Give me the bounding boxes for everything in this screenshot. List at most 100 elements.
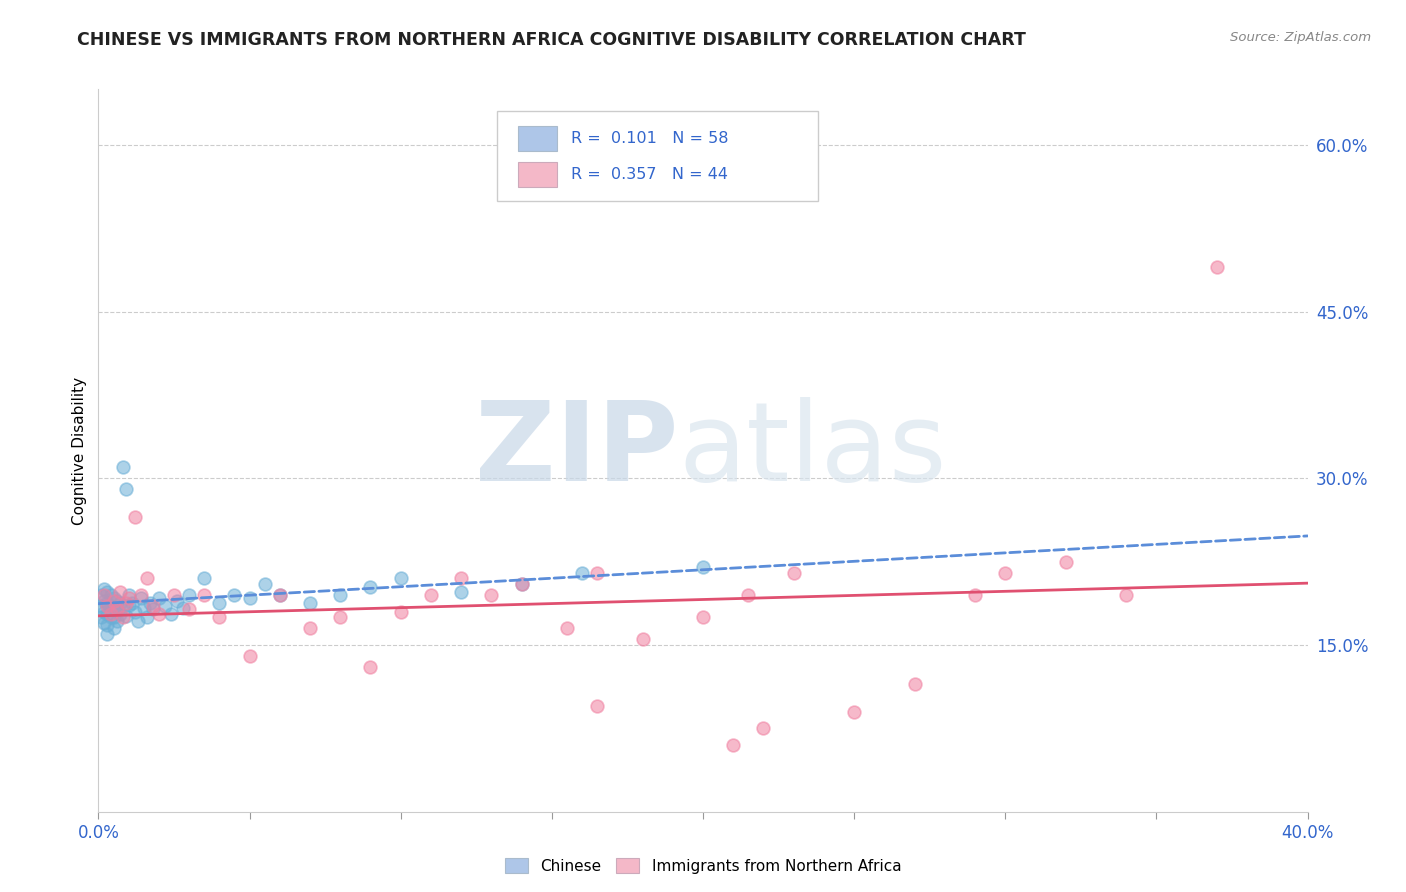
Point (93, 582, 115, 597)
Point (269, 588, 291, 602)
Point (100, 588, 122, 602)
Point (93, 615, 115, 630)
Point (1115, 588, 1137, 602)
Point (139, 596, 162, 610)
Point (179, 602, 201, 616)
Point (208, 596, 231, 610)
Point (105, 602, 128, 616)
Point (100, 607, 122, 621)
Point (153, 599, 176, 613)
Point (93, 593, 115, 607)
FancyBboxPatch shape (517, 126, 557, 151)
Point (193, 588, 215, 602)
Point (299, 621, 322, 635)
FancyBboxPatch shape (498, 111, 818, 202)
Point (723, 738, 745, 752)
Point (129, 588, 152, 602)
Point (737, 588, 759, 602)
Point (96, 584, 118, 599)
Point (172, 601, 194, 615)
Point (239, 649, 262, 664)
Point (994, 566, 1017, 580)
Text: R =  0.357   N = 44: R = 0.357 N = 44 (571, 167, 728, 182)
Point (124, 510, 146, 524)
Legend: Chinese, Immigrants from Northern Africa: Chinese, Immigrants from Northern Africa (499, 852, 907, 880)
Point (965, 588, 987, 602)
Point (108, 596, 131, 610)
Y-axis label: Cognitive Disability: Cognitive Disability (72, 376, 87, 524)
Point (93, 605, 115, 619)
Point (114, 483, 136, 497)
Point (108, 607, 131, 621)
Point (510, 577, 533, 591)
Point (783, 566, 806, 580)
Point (142, 599, 165, 613)
Point (135, 571, 157, 585)
Point (111, 460, 134, 475)
Point (239, 591, 262, 606)
Point (163, 588, 186, 602)
Point (90, 588, 112, 602)
Point (118, 598, 141, 612)
Point (904, 677, 927, 691)
Point (166, 593, 188, 607)
Text: CHINESE VS IMMIGRANTS FROM NORTHERN AFRICA COGNITIVE DISABILITY CORRELATION CHAR: CHINESE VS IMMIGRANTS FROM NORTHERN AFRI… (77, 31, 1026, 49)
Point (103, 610, 125, 624)
Point (103, 601, 125, 615)
Point (193, 571, 215, 585)
Point (105, 602, 128, 616)
Point (329, 610, 352, 624)
Point (208, 610, 231, 624)
Point (360, 660, 382, 674)
Point (360, 580, 382, 594)
Point (90, 610, 112, 624)
Point (389, 605, 412, 619)
Point (135, 610, 157, 624)
Point (96, 618, 118, 632)
Point (586, 566, 609, 580)
Point (631, 632, 654, 647)
Point (108, 584, 131, 599)
Point (121, 596, 143, 610)
Point (224, 588, 246, 602)
Point (103, 593, 125, 607)
Point (692, 610, 714, 624)
Text: atlas: atlas (679, 397, 948, 504)
Point (481, 588, 503, 602)
Point (111, 599, 134, 613)
Point (96, 596, 118, 610)
Point (269, 588, 291, 602)
Point (160, 607, 183, 621)
Point (127, 614, 149, 628)
Point (1054, 555, 1077, 569)
Point (299, 596, 322, 610)
Point (148, 607, 170, 621)
Point (129, 591, 152, 606)
Point (124, 605, 146, 619)
Point (142, 602, 165, 616)
Point (93, 588, 115, 602)
Point (148, 591, 170, 606)
Point (752, 722, 775, 736)
Point (450, 571, 472, 585)
Point (1206, 260, 1229, 274)
Point (111, 610, 134, 624)
Point (692, 560, 714, 574)
Text: R =  0.101   N = 58: R = 0.101 N = 58 (571, 131, 728, 145)
Point (105, 593, 128, 607)
Point (103, 591, 125, 606)
Point (389, 571, 412, 585)
Point (114, 596, 136, 610)
Point (100, 599, 122, 613)
Point (105, 614, 128, 628)
Point (179, 588, 201, 602)
Point (118, 591, 141, 606)
Point (586, 699, 609, 714)
Point (420, 588, 443, 602)
Point (90, 599, 112, 613)
Text: Source: ZipAtlas.com: Source: ZipAtlas.com (1230, 31, 1371, 45)
Point (96, 627, 118, 641)
Point (103, 621, 125, 635)
Text: ZIP: ZIP (475, 397, 679, 504)
Point (329, 588, 352, 602)
